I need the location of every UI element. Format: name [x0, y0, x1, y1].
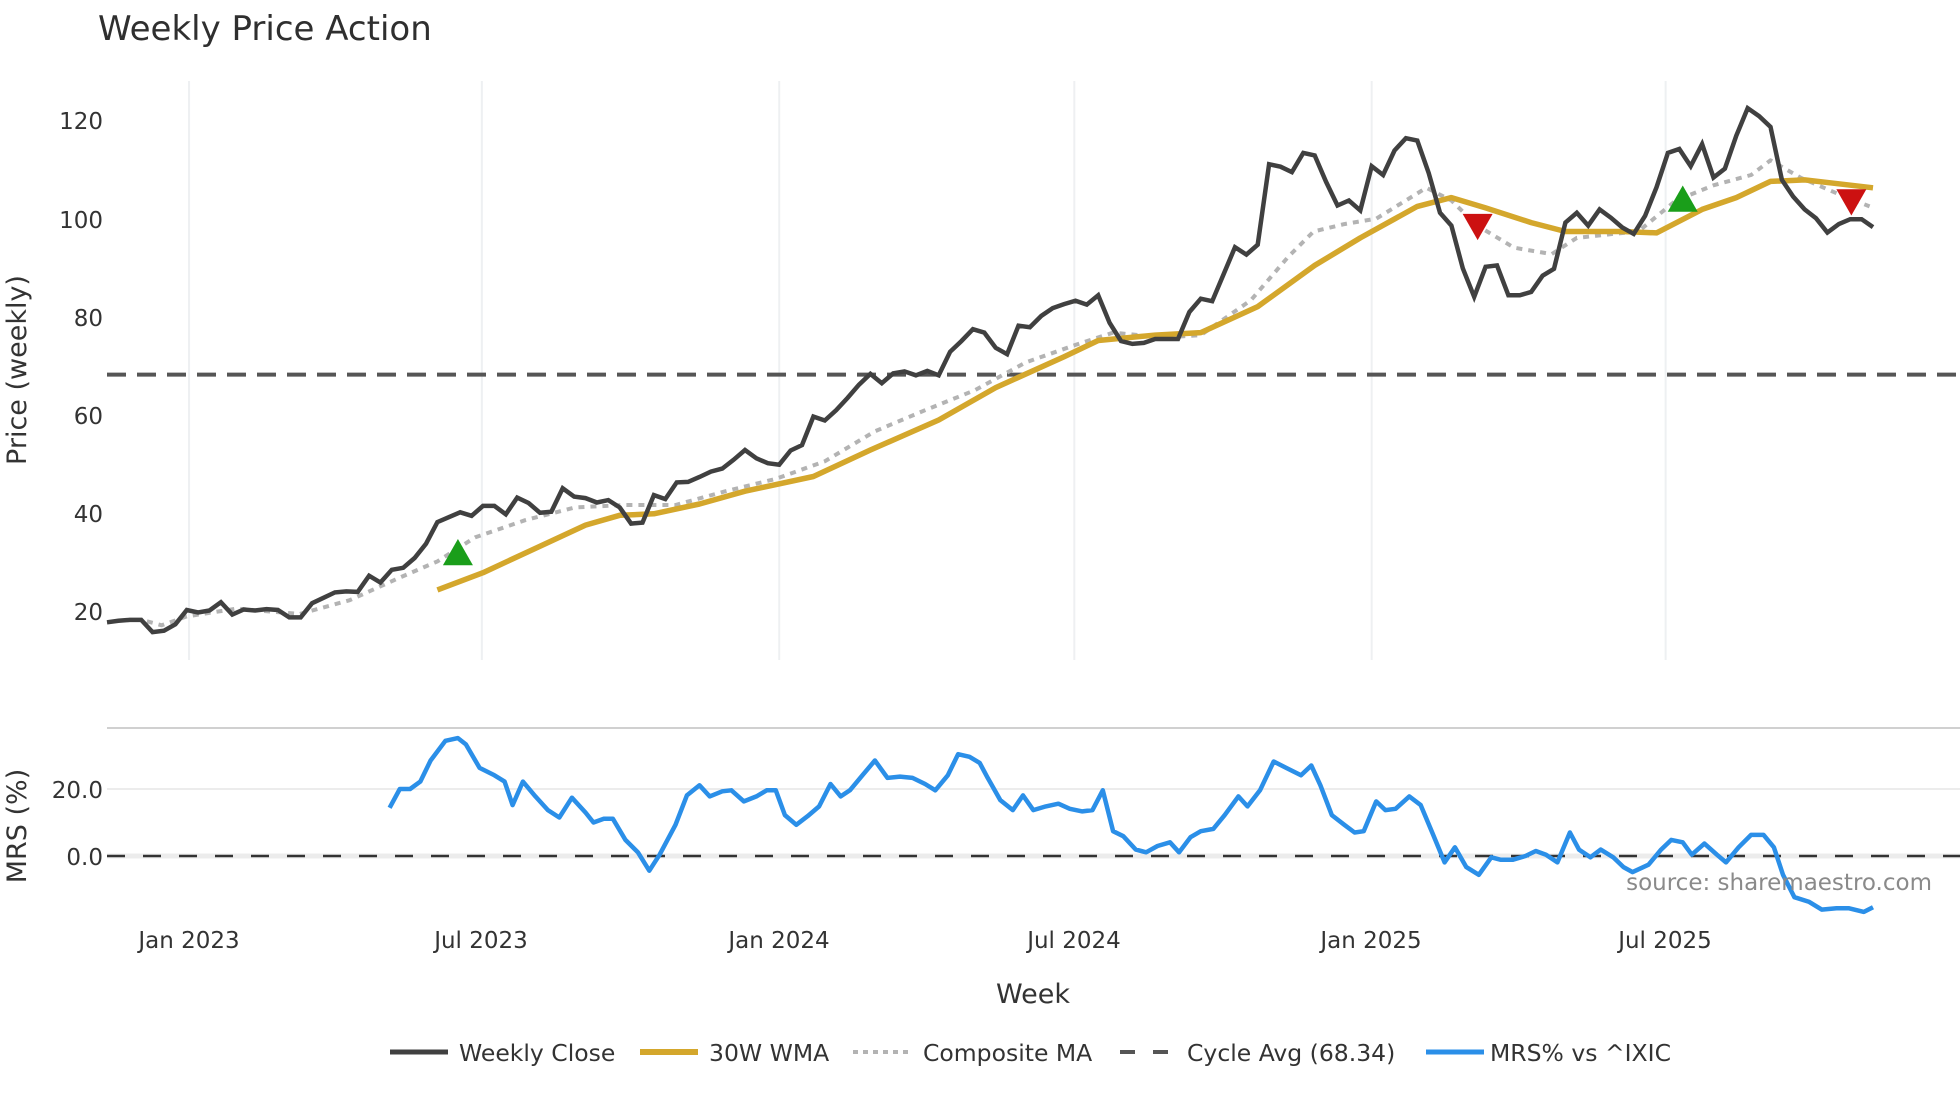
- legend-label: MRS% vs ^IXIC: [1490, 1039, 1671, 1067]
- x-axis: Jan 2023 Jul 2023 Jan 2024 Jul 2024 Jan …: [136, 928, 1711, 954]
- weekly-close-line: [106, 104, 1875, 635]
- legend-item-weekly-close[interactable]: Weekly Close: [390, 1039, 615, 1067]
- x-tick-jul-2025: Jul 2025: [1616, 928, 1712, 954]
- legend-label: Composite MA: [923, 1039, 1092, 1067]
- price-series-layer: [106, 104, 1960, 635]
- sell-signal-triangle-down-icon: [1836, 189, 1867, 216]
- legend-item-30w-wma[interactable]: 30W WMA: [640, 1039, 829, 1067]
- price-tick-80: 80: [74, 306, 103, 332]
- legend-label: Weekly Close: [459, 1039, 615, 1067]
- price-tick-20: 20: [74, 600, 103, 626]
- mrs-tick-0: 0.0: [66, 845, 103, 871]
- legend-label: Cycle Avg (68.34): [1187, 1039, 1395, 1067]
- buy-signal-triangle-up-icon: [442, 539, 473, 566]
- mrs-tick-20: 20.0: [52, 778, 103, 804]
- price-tick-120: 120: [59, 109, 103, 135]
- price-y-axis: 120 100 80 60 40 20: [59, 109, 103, 626]
- legend-item-mrs[interactable]: MRS% vs ^IXIC: [1426, 1039, 1671, 1067]
- source-annotation: source: sharemaestro.com: [1626, 870, 1932, 896]
- price-tick-40: 40: [74, 502, 103, 528]
- mrs-line: [387, 735, 1875, 915]
- x-tick-jul-2024: Jul 2024: [1025, 928, 1121, 954]
- price-tick-60: 60: [74, 404, 103, 430]
- price-y-axis-title: Price (weekly): [2, 275, 33, 465]
- price-tick-100: 100: [59, 208, 103, 234]
- x-tick-jan-2023: Jan 2023: [136, 928, 239, 954]
- x-tick-jan-2024: Jan 2024: [726, 928, 829, 954]
- signal-markers: [442, 185, 1867, 566]
- legend-label: 30W WMA: [709, 1039, 829, 1067]
- chart-title: Weekly Price Action: [98, 9, 432, 49]
- x-tick-jul-2023: Jul 2023: [432, 928, 528, 954]
- x-axis-title: Week: [996, 979, 1070, 1010]
- mrs-series-layer: [107, 735, 1960, 915]
- legend-item-cycle-avg[interactable]: Cycle Avg (68.34): [1120, 1039, 1395, 1067]
- sell-signal-triangle-down-icon: [1462, 213, 1493, 241]
- legend: Weekly Close 30W WMA Composite MA Cycle …: [390, 1039, 1671, 1067]
- mrs-y-axis-title: MRS (%): [2, 769, 33, 884]
- price-vertical-gridlines: [188, 81, 1667, 660]
- buy-signal-triangle-up-icon: [1667, 185, 1698, 212]
- wma-30w-line: [436, 177, 1874, 593]
- mrs-y-axis: 20.0 0.0: [52, 778, 103, 871]
- x-tick-jan-2025: Jan 2025: [1318, 928, 1421, 954]
- legend-item-composite-ma[interactable]: Composite MA: [853, 1039, 1092, 1067]
